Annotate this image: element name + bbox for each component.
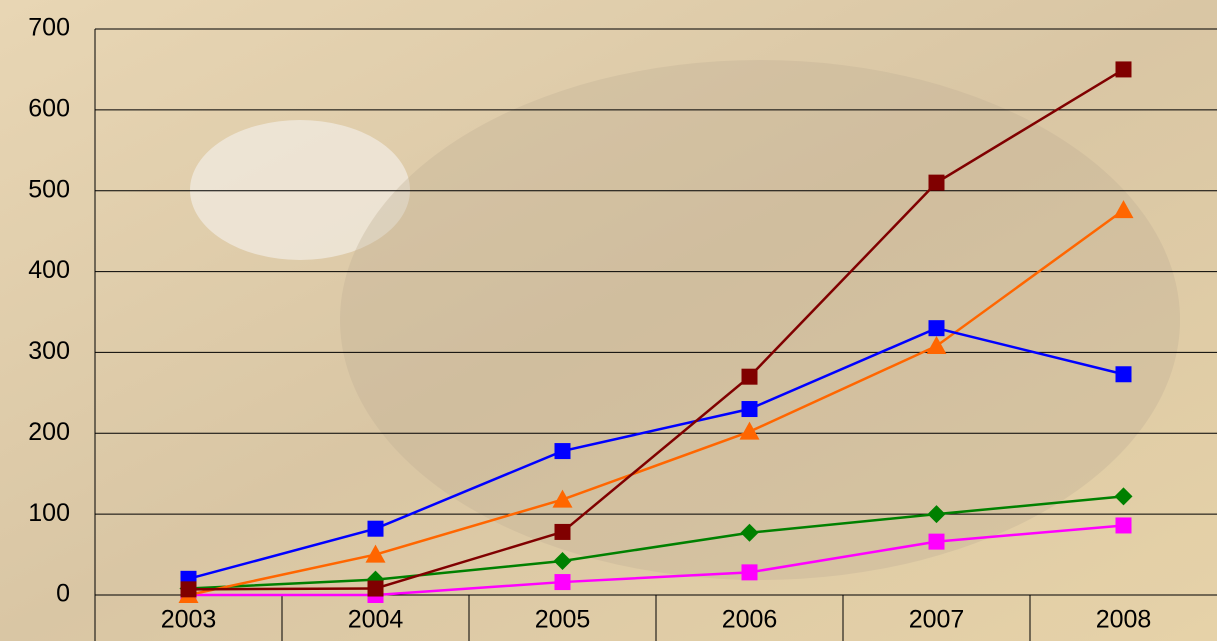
x-tick-label: 2007 <box>909 606 965 634</box>
marker <box>927 505 946 524</box>
marker <box>928 320 945 337</box>
x-tick-label: 2003 <box>161 606 217 634</box>
marker <box>1115 366 1132 383</box>
series-line <box>188 524 1124 597</box>
y-tick-label: 600 <box>28 94 70 122</box>
x-tick-label: 2004 <box>348 606 404 634</box>
marker <box>739 421 760 440</box>
x-tick-label: 2005 <box>535 606 591 634</box>
marker <box>740 523 759 542</box>
marker <box>741 401 758 418</box>
marker <box>367 580 384 597</box>
background-shape <box>190 120 410 260</box>
marker <box>365 544 386 563</box>
y-tick-label: 100 <box>28 499 70 527</box>
series-line <box>188 68 1125 591</box>
x-tick-label: 2008 <box>1096 606 1152 634</box>
marker <box>1113 200 1134 219</box>
marker <box>741 368 758 385</box>
marker <box>1115 61 1132 78</box>
y-tick-label: 200 <box>28 418 70 446</box>
marker <box>1115 517 1132 534</box>
y-tick-label: 500 <box>28 175 70 203</box>
series-line <box>188 495 1124 590</box>
marker <box>1114 487 1133 506</box>
marker <box>741 564 758 581</box>
marker <box>928 533 945 550</box>
marker <box>367 520 384 537</box>
marker <box>554 574 571 591</box>
y-tick-label: 0 <box>56 580 70 608</box>
y-tick-label: 700 <box>28 14 70 42</box>
x-tick-label: 2006 <box>722 606 778 634</box>
y-tick-label: 400 <box>28 256 70 284</box>
y-tick-label: 300 <box>28 337 70 365</box>
marker <box>554 523 571 540</box>
background-shape <box>340 60 1180 580</box>
marker <box>552 489 573 508</box>
marker <box>180 581 197 598</box>
series-line <box>188 326 1124 581</box>
marker <box>554 443 571 460</box>
series-line <box>188 209 1125 597</box>
marker <box>928 174 945 191</box>
marker <box>926 335 947 354</box>
marker <box>553 552 572 571</box>
